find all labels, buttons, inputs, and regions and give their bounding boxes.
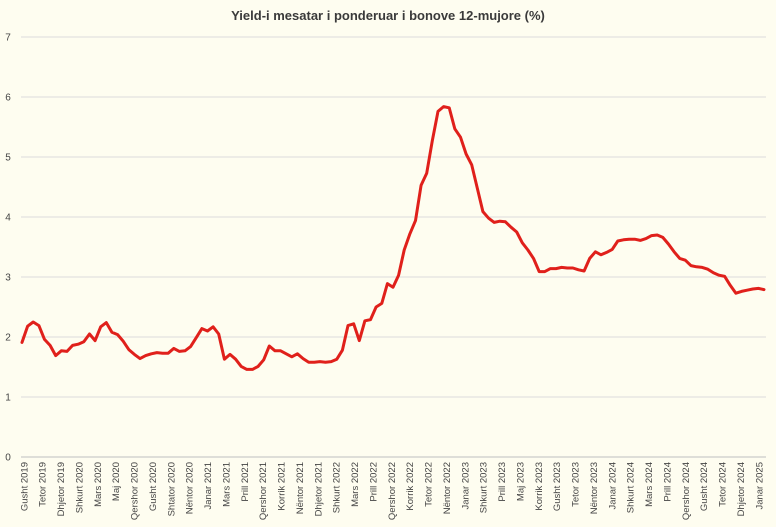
x-tick-label: Tetor 2024: [718, 462, 729, 507]
x-tick-label: Nëntor 2023: [589, 462, 600, 514]
x-tick-label: Nëntor 2021: [295, 462, 306, 514]
y-axis-ticks: 0 1 2 3 4 5 6 7: [5, 33, 11, 464]
x-tick-label: Dhjetor 2024: [736, 462, 747, 516]
x-axis-ticks: Gusht 2019 Tetor 2019 Dhjetor 2019 Shkurt 2…: [19, 462, 765, 520]
x-tick-label: Mars 2020: [93, 462, 104, 507]
x-tick-label: Janar 2021: [203, 462, 214, 510]
x-tick-label: Gusht 2019: [19, 462, 30, 511]
x-tick-label: Mars 2021: [221, 462, 232, 507]
x-tick-label: Gusht 2023: [552, 462, 563, 511]
y-tick-label: 2: [5, 333, 11, 344]
x-tick-label: Tetor 2019: [38, 462, 49, 507]
x-tick-label: Janar 2023: [460, 462, 471, 510]
x-tick-label: Tetor 2023: [571, 462, 582, 507]
y-tick-label: 3: [5, 273, 11, 284]
y-tick-label: 5: [5, 153, 11, 164]
x-tick-label: Qershor 2020: [130, 462, 141, 520]
x-tick-label: Shkurt 2022: [332, 462, 343, 513]
x-tick-label: Dhjetor 2021: [313, 462, 324, 516]
x-tick-label: Janar 2025: [754, 462, 765, 510]
y-tick-label: 7: [5, 33, 11, 44]
x-tick-label: Prill 2024: [662, 462, 673, 502]
x-tick-label: Maj 2020: [111, 462, 122, 501]
x-tick-label: Korrik 2021: [277, 462, 288, 511]
y-tick-label: 1: [5, 393, 11, 404]
x-tick-label: Shkurt 2024: [626, 462, 637, 513]
x-tick-label: Janar 2024: [607, 462, 618, 510]
x-tick-label: Mars 2022: [350, 462, 361, 507]
x-tick-label: Dhjetor 2019: [56, 462, 67, 516]
x-tick-label: Maj 2023: [515, 462, 526, 501]
x-tick-label: Qershor 2022: [387, 462, 398, 520]
x-tick-label: Shkurt 2020: [74, 462, 85, 513]
x-tick-label: Tetor 2022: [424, 462, 435, 507]
y-tick-label: 0: [5, 453, 11, 464]
x-tick-label: Nëntor 2020: [185, 462, 196, 514]
series-line: [20, 105, 766, 371]
x-tick-label: Qershor 2021: [258, 462, 269, 520]
x-tick-label: Qershor 2024: [681, 462, 692, 520]
x-tick-label: Gusht 2024: [699, 462, 710, 511]
series-layer: [20, 105, 766, 371]
y-tick-label: 6: [5, 93, 11, 104]
x-tick-label: Shtator 2020: [166, 462, 177, 516]
gridlines: [21, 36, 766, 458]
x-tick-label: Shkurt 2023: [479, 462, 490, 513]
x-tick-label: Mars 2024: [644, 462, 655, 507]
y-tick-label: 4: [5, 213, 11, 224]
x-tick-label: Prill 2023: [497, 462, 508, 502]
x-tick-label: Prill 2022: [368, 462, 379, 502]
chart-title: Yield-i mesatar i ponderuar i bonove 12-…: [231, 8, 545, 23]
x-tick-label: Gusht 2020: [148, 462, 159, 511]
x-tick-label: Korrik 2022: [405, 462, 416, 511]
x-tick-label: Nëntor 2022: [442, 462, 453, 514]
x-tick-label: Prill 2021: [240, 462, 251, 502]
x-tick-label: Korrik 2023: [534, 462, 545, 511]
